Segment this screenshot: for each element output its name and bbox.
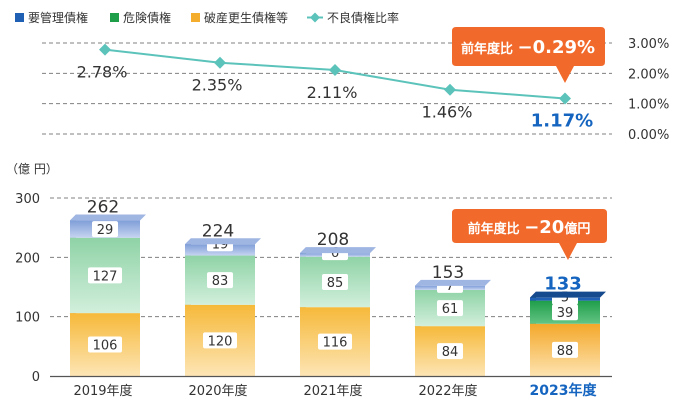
bar-category-label: 2022年度 <box>418 383 477 399</box>
ratio-value-labels: 2.78% 2.35% 2.11% 1.46% 1.17% <box>77 63 594 132</box>
ratio-tick-label: 2.00% <box>628 67 669 82</box>
amount-callout-text: 前年度比 −20億円 <box>468 217 591 238</box>
ratio-point <box>444 83 456 96</box>
legend-label-ratio: 不良債権比率 <box>327 10 399 25</box>
bar-value-label: 5 <box>561 291 569 306</box>
ratio-value-label: 2.35% <box>192 76 243 95</box>
bar-value-label: 61 <box>442 302 459 317</box>
amount-callout-prefix: 前年度比 <box>468 221 525 237</box>
bar-value-box <box>207 272 233 289</box>
bar-value-box <box>437 343 463 360</box>
bar-value-box <box>318 333 352 350</box>
bar-value-label: 85 <box>327 276 344 291</box>
bar-top-face <box>415 279 491 286</box>
legend-swatch-hasan <box>191 13 200 22</box>
bar-value-box <box>92 221 118 238</box>
ratio-value-label: 1.46% <box>422 103 473 122</box>
bar-tick-label: 200 <box>15 251 40 266</box>
legend-swatch-kiken <box>110 13 119 22</box>
ratio-value-label: 1.17% <box>531 111 593 132</box>
bar-tick-label: 100 <box>15 311 40 326</box>
ratio-callout-value: −0.29% <box>518 37 596 58</box>
amount-callout-value: −20 <box>524 217 564 238</box>
ratio-value-label: 2.11% <box>307 83 358 102</box>
bar-value-label: 83 <box>212 274 229 289</box>
ratio-callout-prefix: 前年度比 <box>461 41 518 57</box>
bar-total-label: 224 <box>202 221 234 241</box>
legend-label-hasan: 破産更生債権等 <box>204 10 288 25</box>
bar-total-label: 133 <box>544 274 582 295</box>
bar-value-label: 39 <box>557 306 574 321</box>
bar-value-box <box>322 273 348 290</box>
legend-label-kiken: 危険債権 <box>123 10 171 25</box>
bar-axis: 0 100 200 300 <box>15 192 40 385</box>
ratio-point <box>214 56 226 69</box>
bar-total-label: 208 <box>317 230 349 250</box>
amount-change-callout: 前年度比 −20億円 <box>452 209 607 260</box>
bar-value-label: 7 <box>446 279 454 294</box>
ratio-change-callout: 前年度比 −0.29% <box>452 27 605 83</box>
ratio-tick-label: 0.00% <box>628 128 669 143</box>
bar-value-box <box>552 341 578 358</box>
legend-swatch-yokanri <box>15 13 24 22</box>
bar-category-label: 2020年度 <box>188 383 247 399</box>
bar-value-box <box>552 304 578 321</box>
bar-top-face <box>70 214 146 221</box>
ratio-point <box>559 92 571 105</box>
bar-value-box <box>203 332 237 349</box>
bar-top-face <box>300 247 376 254</box>
bar-tick-label: 0 <box>32 370 40 385</box>
bar-unit-label: （億 円） <box>6 162 58 176</box>
bar-category-label: 2021年度 <box>303 383 362 399</box>
bar-category-label: 2023年度 <box>530 382 598 399</box>
bar-category-labels: 2019年度 2020年度 2021年度 2022年度 2023年度 <box>73 382 597 399</box>
ratio-value-label: 2.78% <box>77 63 128 82</box>
legend-diamond-ratio <box>310 12 320 23</box>
bars: 1061272926212083192241168562088461715388… <box>70 198 606 376</box>
bar-value-label: 88 <box>557 344 574 359</box>
bar-value-label: 120 <box>208 334 233 349</box>
ratio-point <box>99 43 111 56</box>
bar-total-label: 153 <box>432 263 464 283</box>
legend: 要管理債権 危険債権 破産更生債権等 不良債権比率 <box>15 10 399 25</box>
bar-value-label: 29 <box>97 223 114 238</box>
bar-value-label: 116 <box>323 336 348 351</box>
ratio-tick-label: 1.00% <box>628 98 669 113</box>
bar-tick-label: 300 <box>15 192 40 207</box>
bar-total-label: 262 <box>87 198 119 218</box>
bar-value-label: 6 <box>331 246 339 261</box>
bar-value-label: 84 <box>442 345 459 360</box>
bar-value-box <box>437 300 463 317</box>
bar-value-label: 106 <box>93 339 118 354</box>
bar-category-label: 2019年度 <box>73 383 132 399</box>
bar-value-label: 127 <box>93 269 118 284</box>
bar-top-face <box>530 291 606 298</box>
bar-top-face <box>185 238 261 245</box>
legend-label-yokanri: 要管理債権 <box>28 10 88 25</box>
ratio-grid <box>42 42 612 135</box>
ratio-point <box>329 63 341 76</box>
bar-value-box <box>88 336 122 353</box>
amount-callout-suffix: 億円 <box>564 221 590 237</box>
ratio-points <box>99 43 571 105</box>
ratio-tick-label: 3.00% <box>628 37 669 52</box>
ratio-callout-text: 前年度比 −0.29% <box>461 37 595 58</box>
ratio-axis: 0.00% 1.00% 2.00% 3.00% <box>628 37 669 143</box>
bar-value-box <box>88 267 122 284</box>
